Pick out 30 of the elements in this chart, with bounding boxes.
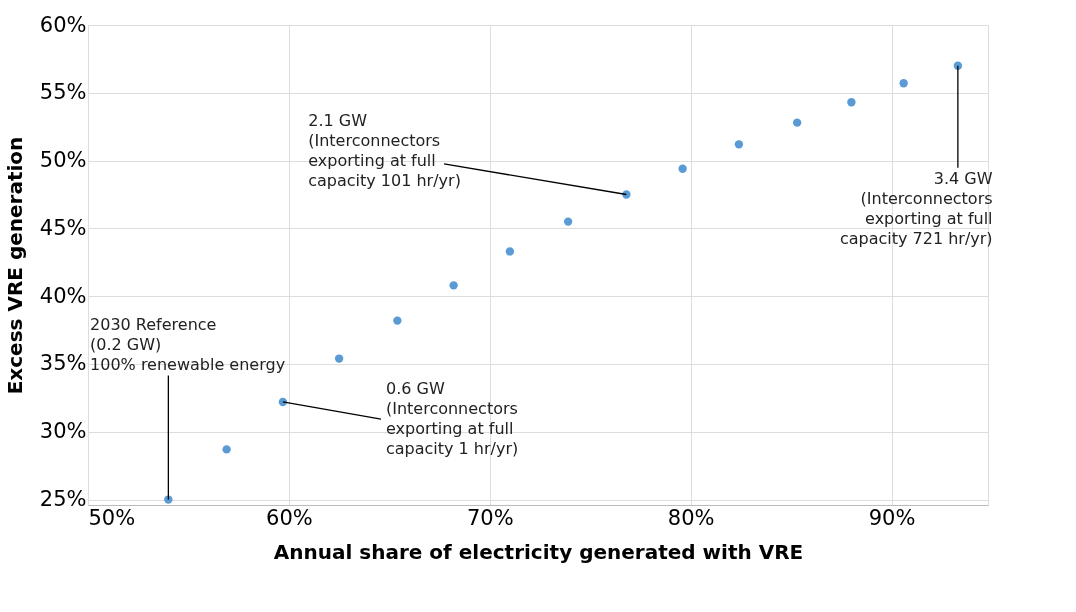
x-tick-label: 60% [266, 505, 313, 530]
y-tick-label: 40% [39, 283, 87, 308]
y-tick-label: 45% [39, 215, 87, 240]
point [393, 316, 402, 325]
point [734, 140, 744, 149]
annotation: 2030 Reference (0.2 GW) 100% renewable energy [90, 315, 286, 375]
annotation: 0.6 GW (Interconnectors exporting at full capacity 1 hr/yr) [385, 378, 519, 458]
point [899, 79, 908, 88]
y-tick-label: 30% [39, 419, 87, 444]
annotation: 3.4 GW (Interconnectors exporting at full capacity 721 hr/yr) [839, 168, 993, 248]
y-tick-label: 60% [39, 12, 87, 37]
y-tick-label: 55% [39, 80, 87, 105]
x-axis-title: Annual share of electricity generated with VRE [273, 539, 804, 564]
x-tick-label: 70% [466, 505, 514, 530]
point [449, 281, 458, 290]
annotation: 2.1 GW (Interconnectors exporting at full capacity 101 hr/yr) [308, 111, 461, 191]
x-tick-label: 80% [667, 505, 715, 530]
point [792, 118, 802, 127]
x-tick-label: 90% [868, 505, 916, 530]
point [505, 247, 515, 256]
y-tick-label: 50% [39, 148, 87, 173]
y-axis-title: Excess VRE generation [2, 136, 27, 395]
point [334, 354, 344, 363]
y-tick-label: 25% [39, 487, 87, 512]
y-tick-label: 35% [39, 351, 87, 376]
point [222, 445, 231, 454]
point [847, 98, 856, 107]
x-tick-label: 50% [88, 505, 136, 530]
point [678, 164, 687, 173]
point [563, 217, 573, 226]
